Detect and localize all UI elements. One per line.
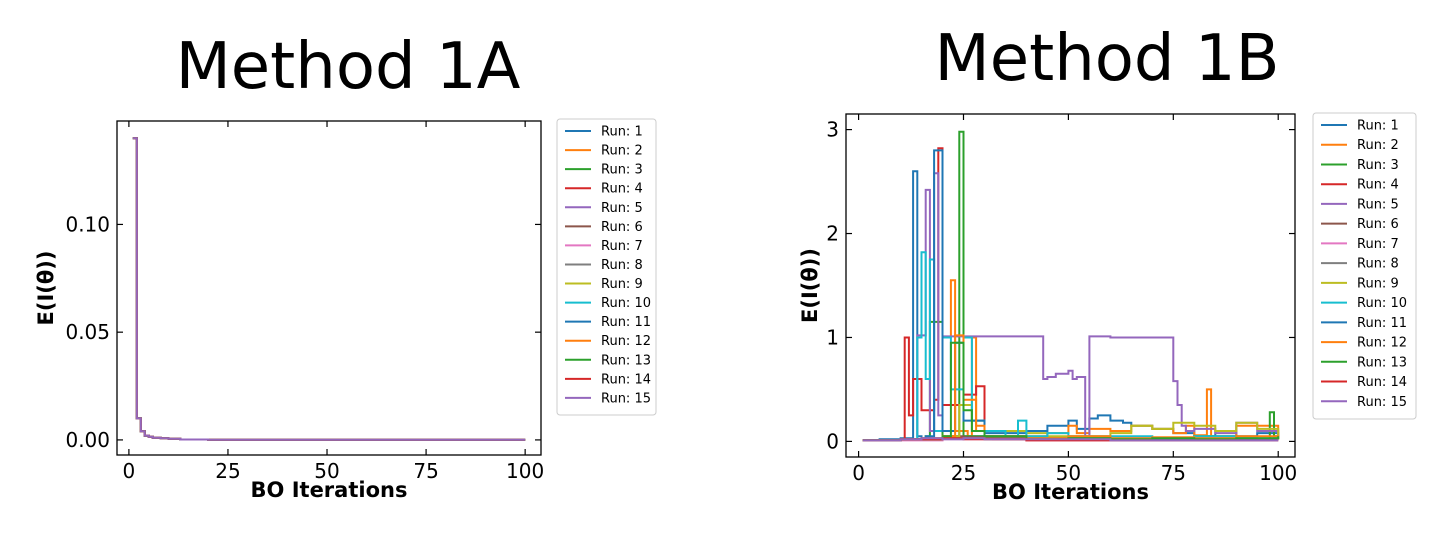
- legend-entry-label: Run: 6: [1357, 217, 1399, 232]
- legend-entry-label: Run: 2: [601, 144, 643, 159]
- x-tick-label: 75: [413, 459, 438, 483]
- x-tick-label: 100: [1259, 461, 1297, 485]
- series-line-run-4: [132, 137, 526, 441]
- legend-entry-label: Run: 3: [601, 163, 643, 178]
- y-tick-label: 1: [826, 325, 839, 349]
- series-line-run-3: [132, 137, 526, 441]
- series-line-run-15: [862, 437, 1279, 442]
- legend-entry-label: Run: 14: [1357, 375, 1407, 390]
- y-tick-label: 0.05: [65, 320, 110, 344]
- x-tick-label: 100: [506, 459, 544, 483]
- legend-entry-label: Run: 7: [1357, 237, 1399, 252]
- legend-entry-label: Run: 15: [601, 391, 651, 406]
- series-line-run-5: [132, 137, 526, 441]
- legend-entry-label: Run: 7: [601, 239, 643, 254]
- legend-entry-label: Run: 5: [1357, 197, 1399, 212]
- x-tick-label: 0: [852, 461, 865, 485]
- series-line-run-11: [132, 137, 526, 441]
- legend-entry-label: Run: 14: [601, 372, 651, 387]
- series-line-run-14: [132, 137, 526, 441]
- legend-entry-label: Run: 15: [1357, 395, 1407, 410]
- series-line-run-15: [132, 137, 526, 441]
- series-line-run-6: [132, 137, 526, 441]
- y-axis-label: E(I(θ)): [34, 251, 58, 326]
- legend-entry-label: Run: 8: [1357, 257, 1399, 272]
- x-tick-label: 0: [123, 459, 136, 483]
- y-axis-label: E(I(θ)): [798, 248, 822, 323]
- plot-frame: [116, 120, 542, 456]
- legend-entry-label: Run: 9: [601, 277, 643, 292]
- legend: Run: 1 Run: 2 Run: 3 Run: 4 Run: 5 Run: 6 Run:…: [1312, 112, 1417, 420]
- legend-entry-label: Run: 4: [1357, 178, 1399, 193]
- series-line-run-7: [132, 137, 526, 441]
- legend-entry-label: Run: 12: [1357, 336, 1407, 351]
- legend-entry-label: Run: 9: [1357, 276, 1399, 291]
- series-line-run-10: [132, 137, 526, 441]
- x-tick-label: 75: [1161, 461, 1186, 485]
- y-tick-label: 0.10: [65, 212, 110, 236]
- x-axis-label: BO Iterations: [992, 480, 1149, 504]
- series-line-run-12: [132, 137, 526, 441]
- legend-entry-label: Run: 6: [601, 220, 643, 235]
- series-line-run-1: [132, 137, 526, 441]
- chart-1: Method 1A 0 25 50 75 100 0.00 0.05 0.10 BO Iterat…: [34, 30, 657, 502]
- legend-entry-label: Run: 1: [601, 125, 643, 140]
- series-line-run-9: [862, 404, 1280, 442]
- legend-entry-label: Run: 11: [601, 315, 651, 330]
- series-line-run-13: [862, 341, 1280, 442]
- series-line-run-10: [862, 251, 1280, 442]
- chart-title: Method 1A: [176, 30, 521, 104]
- legend-entry-label: Run: 13: [1357, 355, 1407, 370]
- legend-entry-label: Run: 8: [601, 258, 643, 273]
- chart-2: Method 1B 0 25 50 75 100 0 1 2 3 BO Iterations E(I(…: [798, 22, 1417, 504]
- series-line-run-8: [132, 137, 526, 441]
- x-tick-label: 25: [951, 461, 976, 485]
- series-line-run-9: [132, 137, 526, 441]
- legend-entry-label: Run: 11: [1357, 316, 1407, 331]
- y-tick-label: 0.00: [65, 428, 110, 452]
- legend-entry-label: Run: 13: [601, 353, 651, 368]
- plot-frame: [845, 113, 1296, 458]
- legend-entry-label: Run: 10: [601, 296, 651, 311]
- x-tick-label: 50: [1056, 461, 1081, 485]
- series-group: [132, 137, 526, 441]
- series-line-run-2: [132, 137, 526, 441]
- legend-entry-label: Run: 10: [1357, 296, 1407, 311]
- legend-entry-label: Run: 3: [1357, 158, 1399, 173]
- chart-title: Method 1B: [935, 22, 1280, 96]
- y-tick-label: 3: [826, 118, 839, 142]
- legend-entry-label: Run: 12: [601, 334, 651, 349]
- series-line-run-13: [132, 137, 526, 441]
- legend-entry-label: Run: 1: [1357, 119, 1399, 134]
- y-tick-label: 2: [826, 222, 839, 246]
- x-axis-label: BO Iterations: [251, 478, 408, 502]
- x-tick-label: 25: [215, 459, 240, 483]
- series-group: [862, 130, 1280, 442]
- legend: Run: 1 Run: 2 Run: 3 Run: 4 Run: 5 Run: 6 Run:…: [556, 118, 657, 416]
- legend-entry-label: Run: 2: [1357, 138, 1399, 153]
- legend-entry-label: Run: 4: [601, 182, 643, 197]
- legend-entry-label: Run: 5: [601, 201, 643, 216]
- x-tick-label: 50: [314, 459, 339, 483]
- y-tick-label: 0: [826, 429, 839, 453]
